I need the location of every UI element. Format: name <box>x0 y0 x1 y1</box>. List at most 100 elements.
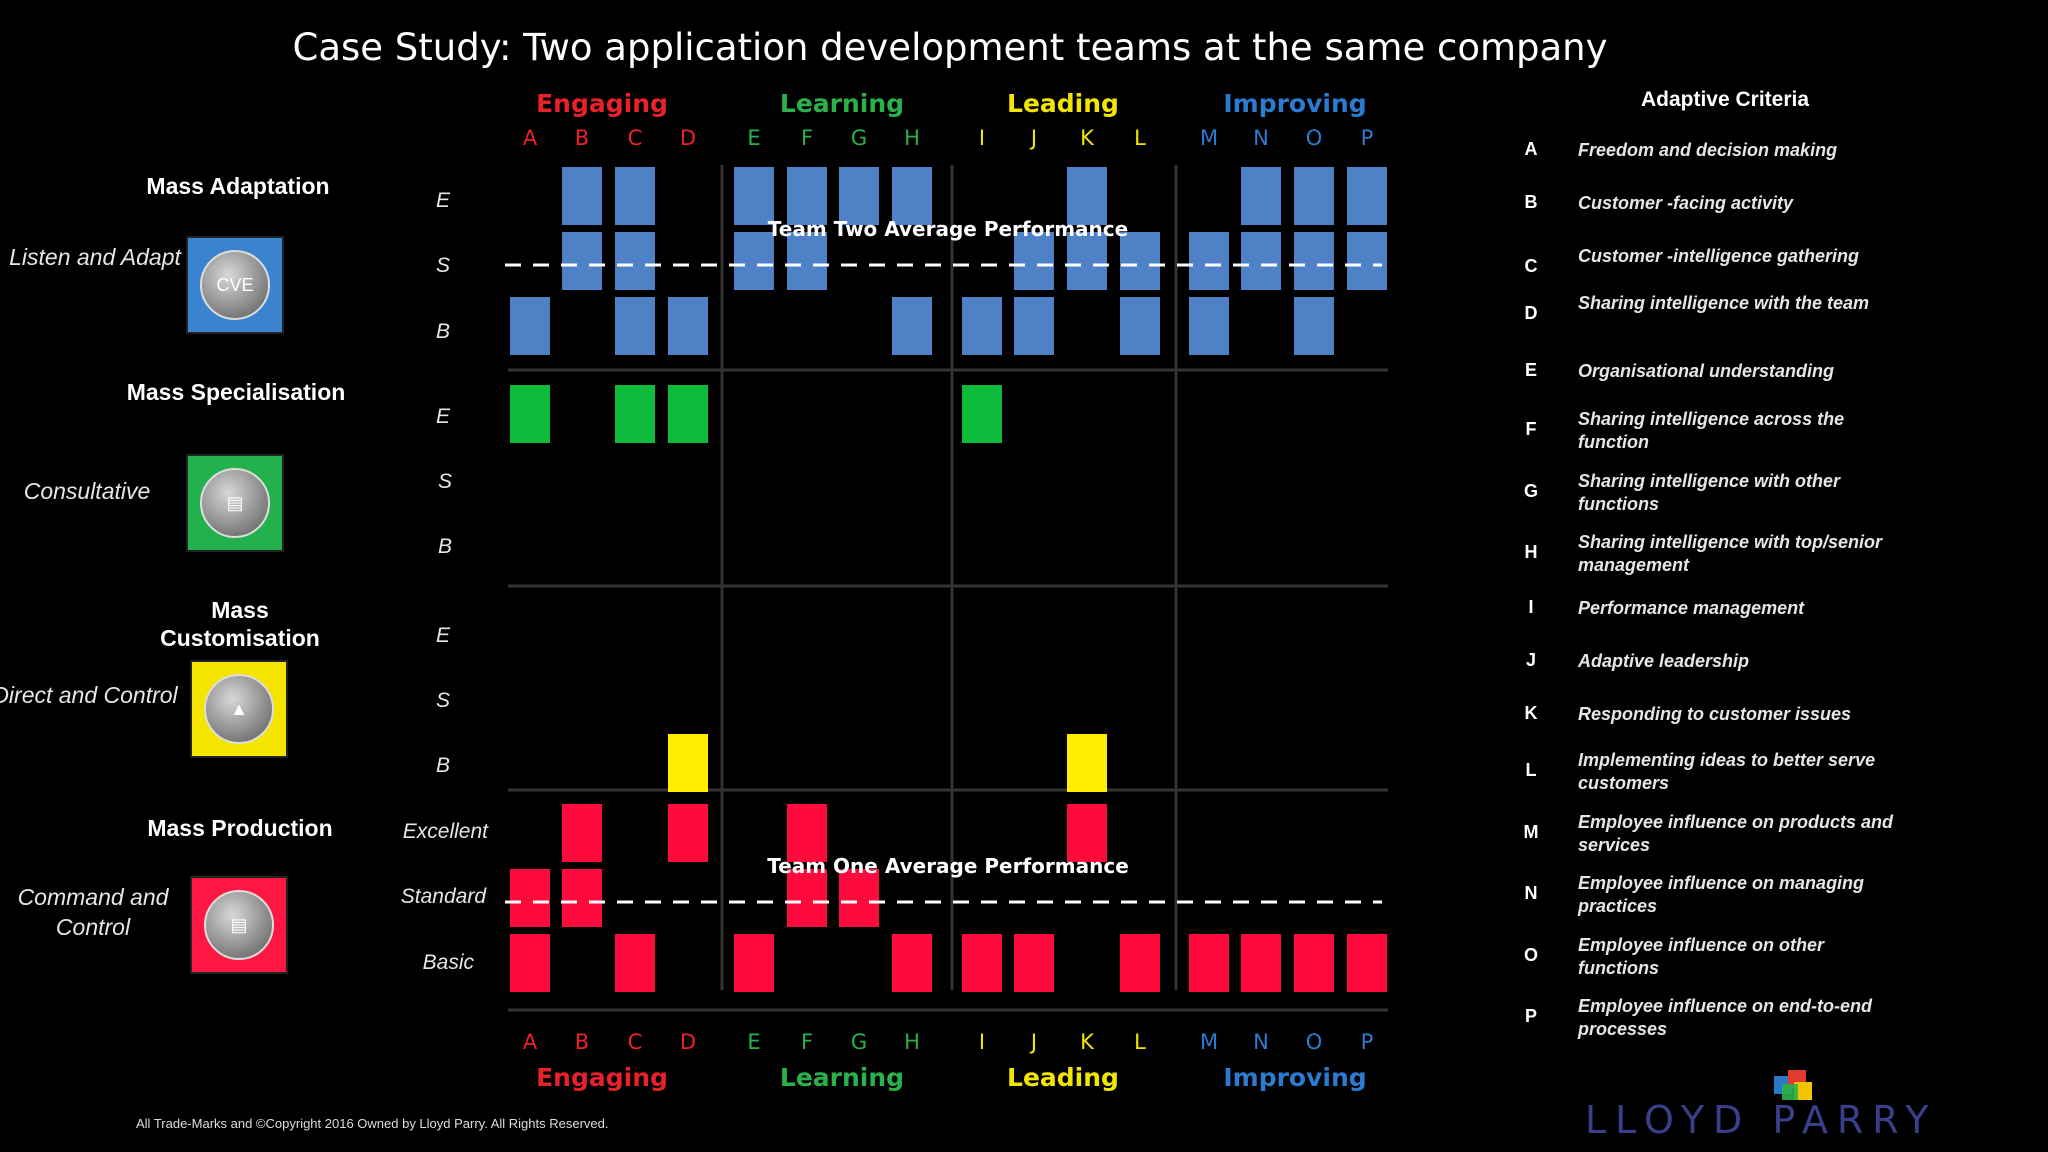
heat-cell <box>1014 232 1054 290</box>
heat-cell <box>892 297 932 355</box>
column-letter: B <box>575 126 589 150</box>
heat-cell <box>1067 167 1107 225</box>
criteria-key: C <box>1524 256 1538 276</box>
heat-cell <box>1294 167 1334 225</box>
heat-cell <box>615 297 655 355</box>
mode-subtitle-specialisation: Consultative <box>23 478 151 504</box>
column-letter: C <box>628 126 643 150</box>
row-label: B <box>435 754 450 777</box>
heat-cell <box>787 804 827 862</box>
criteria-text: Customer -facing activity <box>1578 193 1794 213</box>
heat-cell <box>1120 297 1160 355</box>
row-label: Standard <box>400 885 486 908</box>
heat-cell <box>615 232 655 290</box>
heat-cell <box>615 385 655 443</box>
mode-title-production: Mass Production <box>147 815 333 841</box>
column-letter: O <box>1306 1030 1323 1054</box>
row-label: Basic <box>422 951 474 974</box>
heat-cell <box>962 934 1002 992</box>
heat-cell <box>1347 232 1387 290</box>
group-label: Learning <box>780 89 904 118</box>
heat-cell <box>510 869 550 927</box>
column-letter: E <box>747 126 760 150</box>
heat-cell <box>1120 934 1160 992</box>
heat-cell <box>562 804 602 862</box>
heat-cell <box>510 934 550 992</box>
heat-cell <box>1067 804 1107 862</box>
heat-cell <box>510 297 550 355</box>
row-label: E <box>435 189 450 212</box>
mode-title-specialisation: Mass Specialisation <box>126 379 346 405</box>
heat-cell <box>787 167 827 225</box>
row-label: E <box>435 405 450 428</box>
heat-cell <box>1189 232 1229 290</box>
column-letter: A <box>523 1030 538 1054</box>
heat-cell <box>1067 232 1107 290</box>
column-letter: N <box>1253 1030 1269 1054</box>
heat-cell <box>839 869 879 927</box>
heat-cell <box>1241 934 1281 992</box>
criteria-key: P <box>1524 1006 1537 1026</box>
group-label: Improving <box>1223 89 1366 118</box>
column-letter: D <box>680 126 696 150</box>
mode-title-customisation: Mass Customisation <box>160 597 320 651</box>
column-letter: A <box>523 126 538 150</box>
heat-cell <box>1067 734 1107 792</box>
criteria-text: Freedom and decision making <box>1578 140 1838 160</box>
criteria-text: Sharing intelligence across the function <box>1578 409 1845 452</box>
criteria-key: L <box>1525 760 1537 780</box>
column-letter: J <box>1029 1030 1037 1054</box>
criteria-text: Organisational understanding <box>1578 361 1835 381</box>
heat-cell <box>1241 167 1281 225</box>
heat-cell <box>615 934 655 992</box>
heat-cell <box>1120 232 1160 290</box>
column-letter: G <box>851 126 867 150</box>
heat-cell <box>1294 934 1334 992</box>
heat-cell <box>510 385 550 443</box>
criteria-text: Customer -intelligence gathering <box>1578 246 1860 266</box>
criteria-key: N <box>1524 883 1538 903</box>
criteria-key: M <box>1523 822 1539 842</box>
mode-title-adaptation: Mass Adaptation <box>146 173 330 199</box>
group-label: Engaging <box>536 89 668 118</box>
heat-cell <box>787 232 827 290</box>
column-letter: L <box>1134 1030 1146 1054</box>
criteria-key: O <box>1523 945 1538 965</box>
heat-cell <box>1014 934 1054 992</box>
criteria-key: J <box>1525 650 1536 670</box>
criteria-text: Employee influence on end-to-end process… <box>1578 996 1873 1039</box>
heat-cell <box>1294 297 1334 355</box>
average-label: Team One Average Performance <box>767 854 1129 878</box>
column-letter: M <box>1200 1030 1218 1054</box>
criteria-text: Responding to customer issues <box>1578 704 1852 724</box>
column-letter: L <box>1134 126 1146 150</box>
column-letter: B <box>575 1030 589 1054</box>
heat-cell <box>668 385 708 443</box>
criteria-key: B <box>1524 192 1538 212</box>
cve-icon-label: CVE <box>200 250 270 320</box>
row-label: S <box>435 254 450 277</box>
heat-cell <box>668 734 708 792</box>
logo-icon <box>1774 1070 1814 1104</box>
heat-cell <box>962 385 1002 443</box>
column-letter: H <box>904 126 920 150</box>
criteria-text: Employee influence on managing practices <box>1578 873 1865 916</box>
column-letter: E <box>747 1030 760 1054</box>
heat-cell <box>892 167 932 225</box>
row-label: S <box>437 470 452 493</box>
row-label: B <box>435 320 450 343</box>
heat-cell <box>839 167 879 225</box>
column-letter: J <box>1029 126 1037 150</box>
column-letter: F <box>801 1030 813 1054</box>
heat-cell <box>615 167 655 225</box>
column-letter: I <box>979 126 985 150</box>
cve-icon: CVE <box>186 236 284 334</box>
page-title: Case Study: Two application development … <box>292 26 1608 69</box>
column-letter: D <box>680 1030 696 1054</box>
mode-subtitle-production: Command and Control <box>17 884 169 940</box>
criteria-key: D <box>1524 303 1538 323</box>
column-letter: P <box>1361 126 1374 150</box>
row-label: B <box>437 535 452 558</box>
row-label: S <box>435 689 450 712</box>
